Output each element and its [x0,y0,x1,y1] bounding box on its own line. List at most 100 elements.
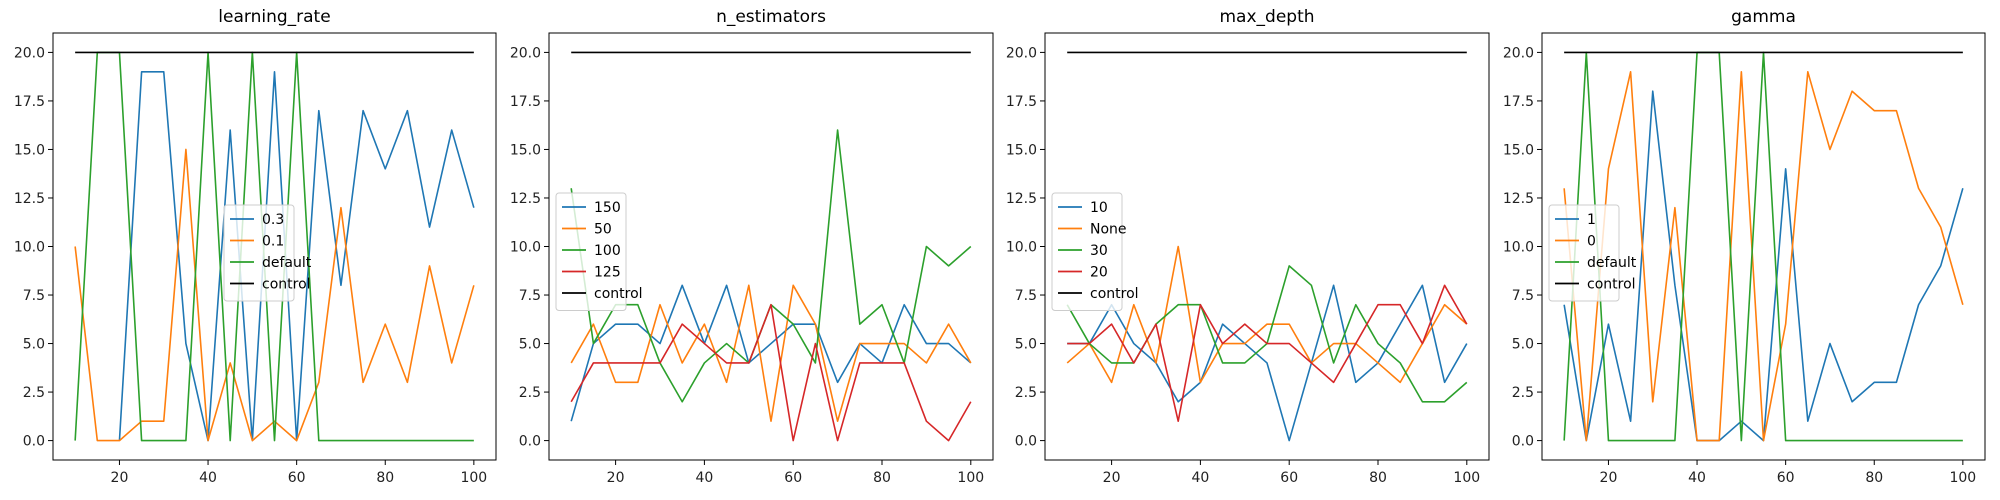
x-tick-label: 100 [460,470,487,486]
y-tick-label: 12.5 [14,191,45,207]
y-tick-label: 17.5 [1006,94,1037,110]
y-tick-label: 5.0 [23,337,45,353]
y-tick-label: 12.5 [1503,191,1534,207]
x-tick-label: 100 [957,470,984,486]
axes-frame [52,32,497,461]
y-tick-label: 17.5 [1503,94,1534,110]
y-tick-label: 20.0 [510,45,541,61]
y-tick-label: 7.5 [1015,288,1037,304]
y-tick-label: 15.0 [510,142,541,158]
chart-panel-2: max_depth 0.0 2.5 5.0 7.5 10.0 12.5 15.0 17.5 20.… [1006,7,1490,486]
x-tick-label: 40 [199,470,217,486]
chart-panel-1: n_estimators 0.0 2.5 5.0 7.5 10.0 12.5 15.0 17.5… [510,7,994,486]
series-line-50 [570,284,972,422]
y-tick-label: 7.5 [23,288,45,304]
y-tick-label: 2.5 [1015,385,1037,401]
x-tick-label: 100 [1949,470,1976,486]
y-tick-label: 0.0 [23,434,45,450]
legend-label: control [1090,286,1139,302]
y-tick-label: 12.5 [510,191,541,207]
legend: 10 None 30 20 control [1051,192,1139,311]
series-line-0.1 [74,148,475,442]
y-tick-label: 12.5 [1006,191,1037,207]
legend-label: None [1090,222,1127,238]
chart-panel-3: gamma 0.0 2.5 5.0 7.5 10.0 12.5 15.0 17.5 20.0 20 4… [1503,7,1986,486]
x-tick-label: 60 [1280,470,1298,486]
legend: 0.3 0.1 default control [223,204,312,302]
y-tick-label: 15.0 [14,142,45,158]
y-tick-label: 10.0 [14,240,45,256]
series-line-0 [1563,71,1964,442]
y-tick-label: 17.5 [14,94,45,110]
series-line-default [74,51,474,442]
x-tick-label: 80 [376,470,394,486]
y-tick-label: 20.0 [1006,45,1037,61]
y-tick-label: 17.5 [510,94,541,110]
y-tick-label: 2.5 [519,385,541,401]
y-tick-label: 10.0 [1006,240,1037,256]
x-tick-label: 80 [1369,470,1387,486]
y-tick-label: 2.5 [1512,385,1534,401]
chart-title: learning_rate [218,7,330,27]
x-tick-label: 20 [1600,470,1618,486]
x-tick-label: 60 [1777,470,1795,486]
y-tick-label: 5.0 [1512,337,1534,353]
legend-label: 0.1 [262,234,284,250]
y-tick-label: 10.0 [1503,240,1534,256]
x-tick-label: 40 [1191,470,1209,486]
y-tick-label: 20.0 [1503,45,1534,61]
legend-label: 125 [594,265,621,281]
y-tick-label: 0.0 [1015,434,1037,450]
chart-title: max_depth [1219,7,1314,27]
legend-label: default [262,255,312,271]
y-tick-label: 15.0 [1503,142,1534,158]
legend-label: 30 [1090,243,1108,259]
axes-frame [1541,32,1986,461]
series-line-125 [570,303,972,442]
legend-label: 1 [1587,212,1596,228]
chart-title: gamma [1731,7,1796,27]
legend-label: 100 [594,243,621,259]
legend-label: control [262,277,311,293]
y-tick-label: 2.5 [23,385,45,401]
y-tick-label: 0.0 [519,434,541,450]
legend-frame [223,204,295,302]
axes-frame [1044,32,1490,461]
y-tick-label: 7.5 [519,288,541,304]
legend-frame [1548,204,1620,302]
series-line-100 [570,129,972,403]
legend-label: 50 [594,222,612,238]
x-tick-label: 20 [607,470,625,486]
x-tick-label: 100 [1453,470,1480,486]
y-tick-label: 20.0 [14,45,45,61]
legend-label: control [594,286,643,302]
series-line-default [1563,51,1963,442]
legend-label: control [1587,277,1636,293]
x-tick-label: 80 [873,470,891,486]
x-tick-label: 60 [784,470,802,486]
y-tick-label: 7.5 [1512,288,1534,304]
legend-label: 10 [1090,200,1108,216]
legend-label: 20 [1090,265,1108,281]
x-tick-label: 40 [695,470,713,486]
x-tick-label: 40 [1688,470,1706,486]
y-tick-label: 15.0 [1006,142,1037,158]
y-tick-label: 5.0 [519,337,541,353]
chart-title: n_estimators [716,7,826,27]
legend-frame [1051,192,1123,311]
x-tick-label: 20 [1103,470,1121,486]
series-line-10 [1067,284,1468,442]
series-line-150 [570,284,972,422]
legend-label: 0.3 [262,212,284,228]
y-tick-label: 10.0 [510,240,541,256]
x-tick-label: 20 [111,470,129,486]
legend: 1 0 default control [1548,204,1637,302]
legend-frame [555,192,627,311]
legend: 150 50 100 125 control [555,192,643,311]
legend-label: 150 [594,200,621,216]
axes-frame [548,32,994,461]
x-tick-label: 60 [288,470,306,486]
legend-label: default [1587,255,1637,271]
x-tick-label: 80 [1865,470,1883,486]
